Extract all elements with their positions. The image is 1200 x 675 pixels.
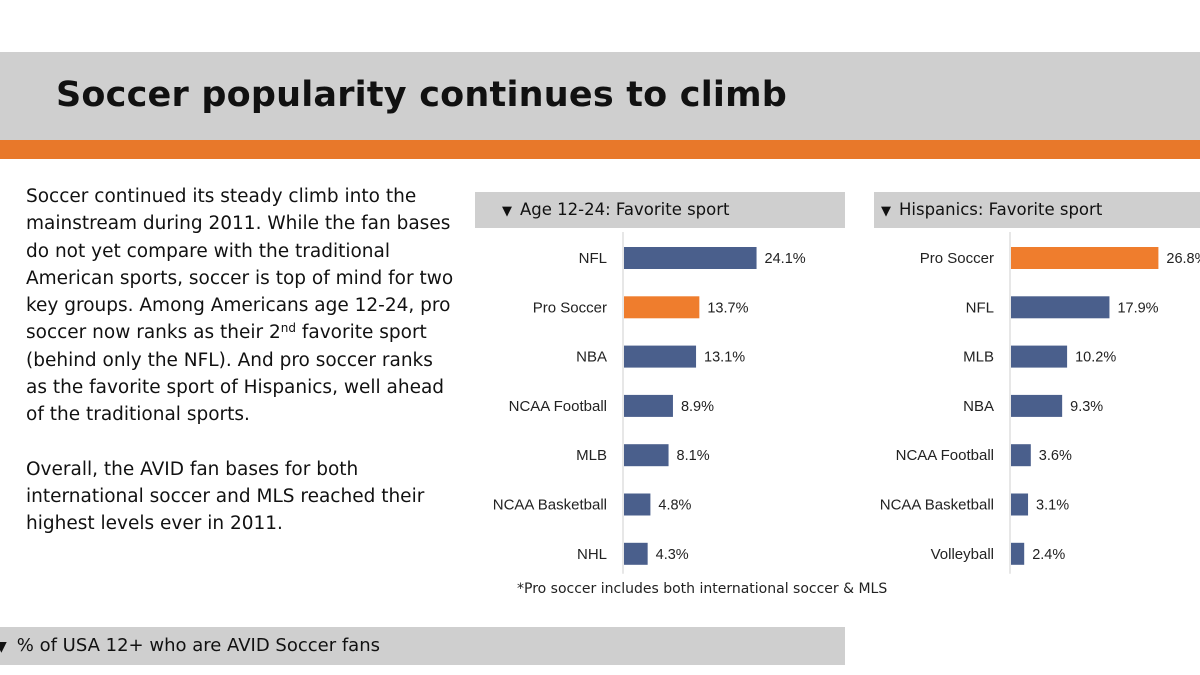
- value-label-mlb: 10.2%: [1075, 350, 1116, 366]
- category-label-nhl: NHL: [577, 546, 607, 563]
- category-label-pro-soccer: Pro Soccer: [920, 250, 994, 267]
- value-label-nba: 13.1%: [704, 350, 745, 366]
- triangle-down-icon: ▼: [881, 204, 891, 219]
- chart-age-12-24: NFL 24.1% Pro Soccer 13.7% NBA 13.1% NCAA Foot…: [493, 232, 806, 574]
- category-label-pro-soccer: Pro Soccer: [533, 299, 607, 316]
- category-label-mlb: MLB: [963, 349, 994, 366]
- bar-pro-soccer: [1011, 247, 1159, 269]
- bar-ncaa-basketball: [624, 493, 651, 516]
- value-label-nfl: 24.1%: [765, 251, 806, 267]
- triangle-down-icon: ▼: [0, 639, 7, 655]
- title-band: [0, 52, 1200, 140]
- bar-nba: [1011, 394, 1063, 417]
- footnote: *Pro soccer includes both international …: [517, 581, 888, 597]
- value-label-ncaa-basketball: 4.8%: [658, 498, 691, 514]
- category-label-nfl: NFL: [579, 250, 607, 267]
- chart-hispanics: Pro Soccer 26.8% NFL 17.9% MLB 10.2% NBA 9.3% NC…: [880, 232, 1200, 574]
- bar-ncaa-basketball: [1011, 493, 1029, 516]
- category-label-ncaa-football: NCAA Football: [896, 447, 994, 464]
- chart-age-title: Age 12-24: Favorite sport: [520, 200, 730, 219]
- bar-nfl: [1011, 296, 1110, 319]
- category-label-nfl: NFL: [966, 299, 994, 316]
- value-label-ncaa-basketball: 3.1%: [1036, 498, 1069, 514]
- triangle-down-icon: ▼: [502, 204, 512, 219]
- bar-mlb: [1011, 345, 1068, 368]
- value-label-nba: 9.3%: [1070, 399, 1103, 415]
- bar-pro-soccer: [624, 296, 700, 319]
- bar-nba: [624, 345, 697, 368]
- slide-title: Soccer popularity continues to climb: [56, 75, 788, 115]
- paragraph-1-end: favorite sport (behind only the NFL). An…: [26, 322, 445, 426]
- paragraph-1: Soccer continued its steady climb into t…: [26, 183, 456, 429]
- bar-ncaa-football: [624, 394, 673, 417]
- paragraph-2: Overall, the AVID fan bases for both int…: [26, 458, 425, 535]
- category-label-volleyball: Volleyball: [931, 546, 994, 563]
- category-label-ncaa-basketball: NCAA Basketball: [880, 497, 994, 514]
- chart-age-header: ▼ Age 12-24: Favorite sport: [475, 192, 845, 228]
- accent-band: [0, 140, 1200, 159]
- category-label-ncaa-football: NCAA Football: [509, 398, 607, 415]
- category-label-ncaa-basketball: NCAA Basketball: [493, 497, 607, 514]
- bar-nfl: [624, 247, 757, 269]
- value-label-pro-soccer: 13.7%: [707, 300, 748, 316]
- bottom-header-label: % of USA 12+ who are AVID Soccer fans: [16, 635, 380, 656]
- category-label-nba: NBA: [963, 398, 994, 415]
- value-label-nhl: 4.3%: [656, 547, 689, 563]
- bar-nhl: [624, 542, 648, 565]
- value-label-ncaa-football: 8.9%: [681, 399, 714, 415]
- bar-ncaa-football: [1011, 444, 1031, 467]
- paragraph-1-start: Soccer continued its steady climb into t…: [26, 186, 454, 344]
- value-label-mlb: 8.1%: [677, 448, 710, 464]
- category-label-nba: NBA: [576, 349, 607, 366]
- bar-mlb: [624, 444, 669, 467]
- chart-hispanic-title: Hispanics: Favorite sport: [899, 200, 1103, 219]
- bar-volleyball: [1011, 542, 1025, 565]
- value-label-volleyball: 2.4%: [1032, 547, 1065, 563]
- ordinal-suffix: nd: [280, 321, 296, 336]
- body-text: Soccer continued its steady climb into t…: [26, 183, 456, 538]
- value-label-ncaa-football: 3.6%: [1039, 448, 1072, 464]
- value-label-pro-soccer: 26.8%: [1166, 251, 1200, 267]
- category-label-mlb: MLB: [576, 447, 607, 464]
- bottom-header: ▼ % of USA 12+ who are AVID Soccer fans: [0, 627, 845, 665]
- value-label-nfl: 17.9%: [1117, 300, 1158, 316]
- chart-hispanic-header: ▼ Hispanics: Favorite sport: [874, 192, 1200, 228]
